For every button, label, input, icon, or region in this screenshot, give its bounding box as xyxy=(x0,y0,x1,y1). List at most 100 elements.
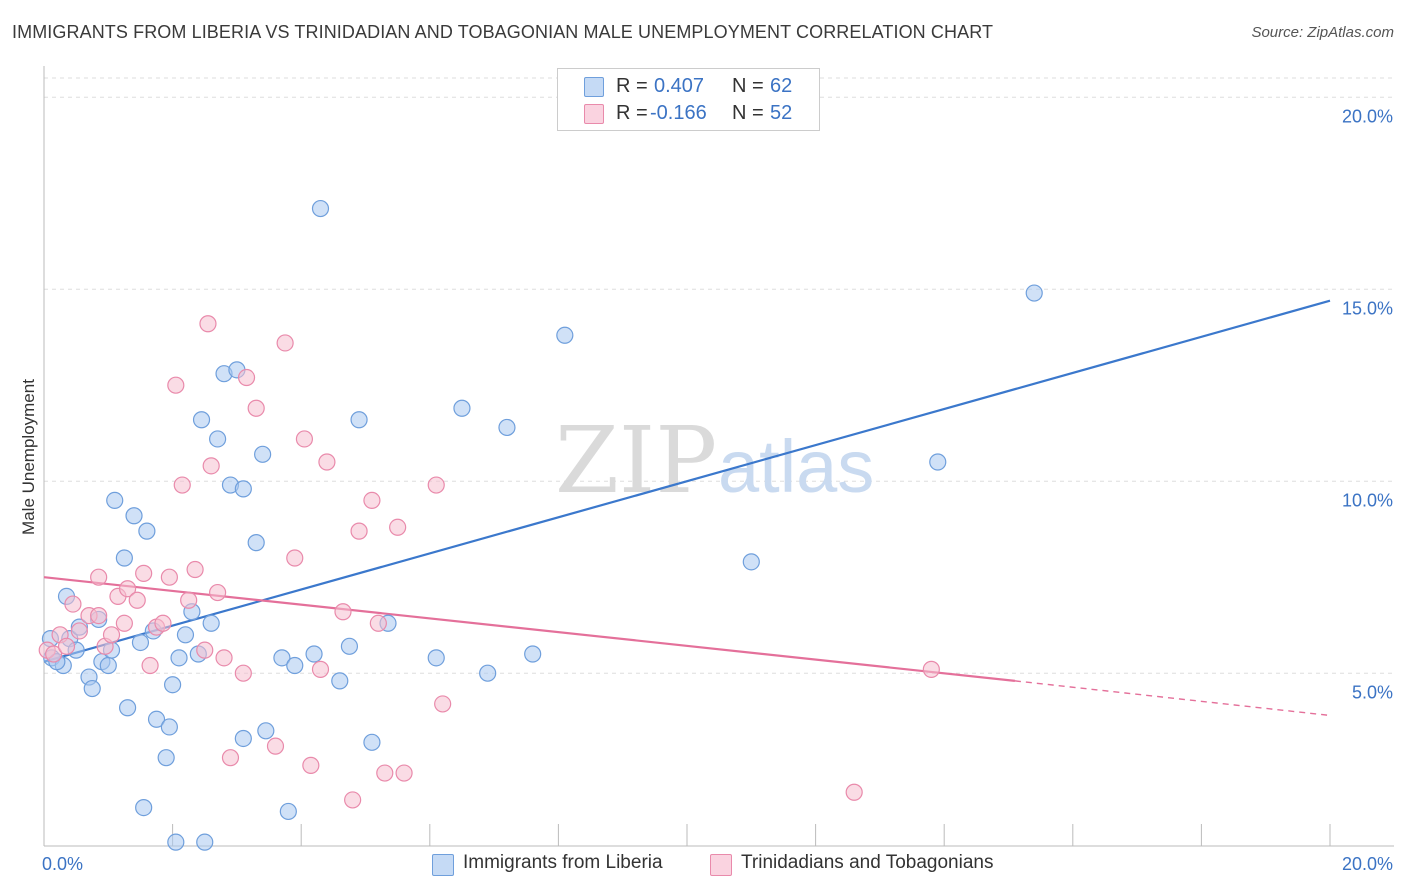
point-trinidad xyxy=(70,622,88,640)
point-trinidad xyxy=(90,568,108,586)
point-liberia xyxy=(106,491,124,509)
point-trinidad xyxy=(845,783,863,801)
point-trinidad xyxy=(115,614,133,632)
point-liberia xyxy=(135,798,153,817)
x-tick-label-min: 0.0% xyxy=(42,854,83,874)
point-trinidad xyxy=(141,656,159,675)
bottom-legend-swatch-liberia xyxy=(432,854,454,876)
point-liberia xyxy=(363,733,381,751)
point-trinidad xyxy=(318,453,336,471)
point-liberia xyxy=(524,645,542,663)
point-trinidad xyxy=(369,614,387,632)
zipatlas-watermark: ZIP atlas xyxy=(555,407,874,514)
point-trinidad xyxy=(434,695,452,713)
point-liberia xyxy=(138,522,156,540)
point-liberia xyxy=(453,399,471,417)
point-trinidad xyxy=(202,457,220,475)
legend-swatch-liberia xyxy=(584,77,604,97)
legend-r-label: R = xyxy=(616,102,648,124)
point-trinidad xyxy=(266,737,285,755)
point-trinidad xyxy=(57,637,76,655)
point-liberia xyxy=(556,326,574,344)
point-trinidad xyxy=(209,583,227,602)
legend-n-label: N = xyxy=(732,75,764,97)
bottom-legend-liberia: Immigrants from Liberia xyxy=(463,852,663,873)
tick-labels: 5.0% 10.0% 15.0% 20.0% 0.0% 20.0% xyxy=(42,106,1393,874)
point-trinidad xyxy=(128,591,146,609)
legend-r-value-trinidad: -0.166 xyxy=(650,102,707,124)
point-liberia xyxy=(167,833,185,851)
point-trinidad xyxy=(395,764,413,782)
legend-r-label: R = xyxy=(616,75,648,97)
point-trinidad xyxy=(199,315,217,333)
point-liberia xyxy=(498,418,516,437)
point-trinidad xyxy=(154,614,172,632)
point-liberia xyxy=(170,649,188,667)
y-tick-label: 5.0% xyxy=(1352,682,1393,702)
bottom-legend-trinidad: Trinidadians and Tobagonians xyxy=(741,852,994,873)
point-liberia xyxy=(247,534,265,552)
chart-title: IMMIGRANTS FROM LIBERIA VS TRINIDADIAN A… xyxy=(12,22,994,42)
point-liberia xyxy=(147,710,166,728)
point-trinidad xyxy=(196,641,214,659)
point-liberia xyxy=(99,656,117,675)
source-label: Source: ZipAtlas.com xyxy=(1251,24,1394,41)
point-liberia xyxy=(209,430,227,448)
point-liberia xyxy=(273,649,291,667)
point-trinidad xyxy=(160,568,178,586)
point-trinidad xyxy=(102,626,121,644)
y-axis-label: Male Unemployment xyxy=(19,379,38,535)
point-liberia xyxy=(131,633,150,652)
point-trinidad xyxy=(167,376,185,394)
point-trinidad xyxy=(311,660,330,678)
point-liberia xyxy=(279,802,297,821)
x-tick-label-max: 20.0% xyxy=(1342,854,1393,874)
point-liberia xyxy=(350,411,368,429)
bottom-legend-swatch-trinidad xyxy=(710,854,732,876)
point-liberia xyxy=(742,553,760,571)
point-trinidad xyxy=(247,399,265,417)
point-trinidad xyxy=(334,603,352,621)
point-trinidad xyxy=(118,580,137,598)
point-trinidad xyxy=(186,560,204,579)
trend-line-trinidad xyxy=(43,576,1016,682)
point-liberia xyxy=(157,749,175,767)
correlation-legend: R = 0.407 N = 62 R = -0.166 N = 52 xyxy=(557,68,820,131)
point-trinidad xyxy=(344,791,362,809)
legend-n-label: N = xyxy=(732,102,764,124)
point-trinidad xyxy=(922,660,940,678)
point-liberia xyxy=(311,199,330,218)
point-trinidad xyxy=(302,756,320,774)
point-liberia xyxy=(125,507,143,525)
point-trinidad xyxy=(45,645,63,663)
point-liberia xyxy=(196,833,214,851)
trend-lines xyxy=(43,299,1331,717)
point-trinidad xyxy=(389,518,407,536)
point-liberia xyxy=(118,699,137,717)
point-liberia xyxy=(83,679,101,698)
point-trinidad xyxy=(350,522,368,540)
point-liberia xyxy=(340,637,359,655)
point-trinidad xyxy=(376,764,394,782)
point-liberia xyxy=(164,676,182,694)
data-points xyxy=(38,199,1043,851)
point-liberia xyxy=(115,549,133,567)
point-trinidad xyxy=(234,664,252,682)
point-liberia xyxy=(254,445,272,463)
trend-line-trinidad-extension xyxy=(1014,680,1331,717)
legend-r-value-liberia: 0.407 xyxy=(654,75,705,97)
point-liberia xyxy=(192,411,211,429)
point-liberia xyxy=(257,722,275,740)
legend-n-value-liberia: 62 xyxy=(770,75,793,97)
point-trinidad xyxy=(90,606,108,625)
point-liberia xyxy=(202,614,220,632)
point-liberia xyxy=(176,626,195,644)
point-liberia xyxy=(234,480,252,498)
point-liberia xyxy=(427,649,445,667)
point-liberia xyxy=(929,453,947,471)
point-trinidad xyxy=(135,564,153,582)
legend-n-value-trinidad: 52 xyxy=(770,102,793,124)
point-trinidad xyxy=(427,476,445,494)
trend-line-liberia xyxy=(43,299,1331,663)
